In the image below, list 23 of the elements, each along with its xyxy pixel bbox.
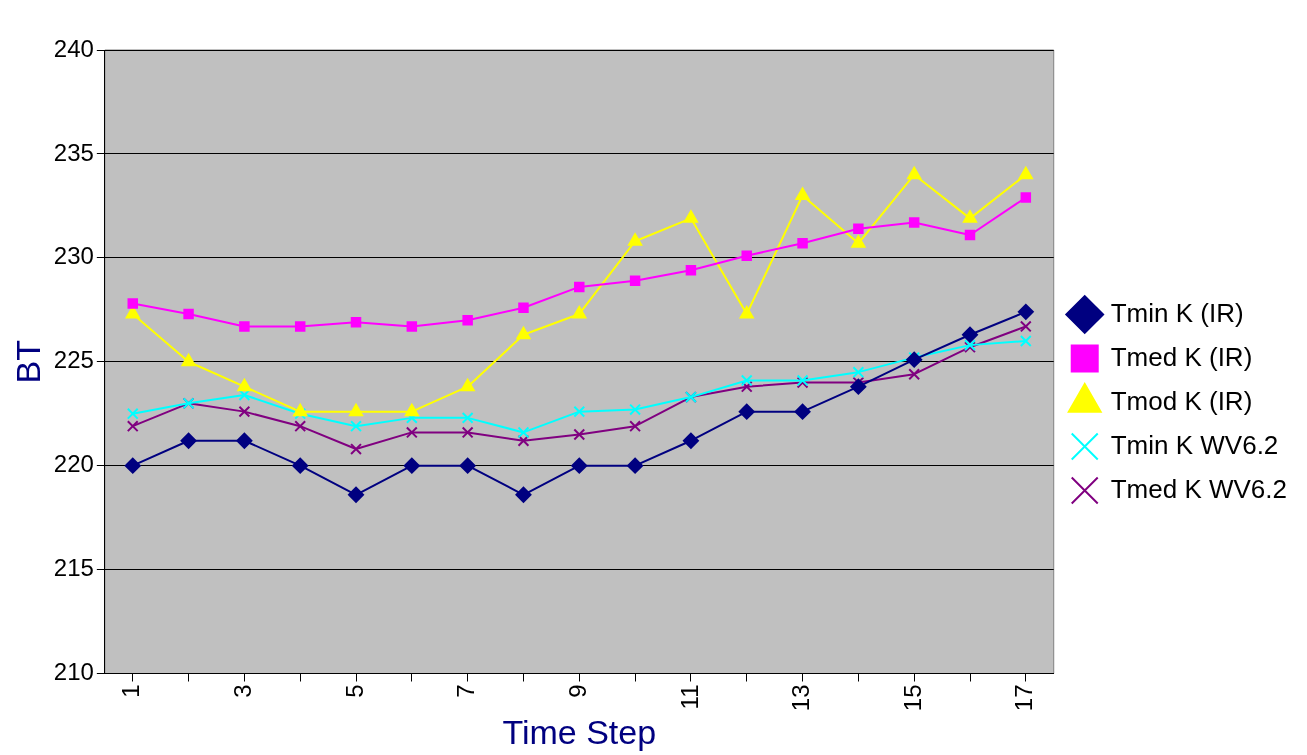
- legend-label: Tmed K WV6.2: [1110, 473, 1288, 504]
- x-tick-label: 1: [117, 684, 145, 698]
- x-tick-label: 13: [787, 684, 815, 712]
- y-tick-label: 210: [53, 658, 94, 686]
- y-axis-title: BT: [8, 340, 47, 384]
- x-tick-label: 3: [229, 684, 257, 698]
- legend-label: Tmin K WV6.2: [1110, 429, 1279, 460]
- x-tick-label: 9: [563, 684, 591, 698]
- legend-label: Tmod K (IR): [1110, 385, 1253, 416]
- y-tick-label: 225: [53, 346, 94, 374]
- x-tick-label: 11: [675, 684, 703, 710]
- x-tick-label: 17: [1010, 684, 1038, 712]
- y-tick-label: 215: [53, 554, 94, 582]
- legend-label: Tmin K (IR): [1110, 297, 1244, 328]
- x-tick-label: 15: [898, 684, 926, 712]
- x-axis-title: Time Step: [502, 712, 657, 751]
- y-tick-label: 230: [53, 242, 94, 270]
- y-tick-label: 220: [53, 450, 94, 478]
- y-tick-label: 240: [53, 34, 94, 62]
- x-tick-label: 7: [452, 684, 480, 698]
- x-tick-label: 5: [340, 684, 368, 698]
- legend-label: Tmed K (IR): [1110, 341, 1253, 372]
- y-tick-label: 235: [53, 138, 94, 166]
